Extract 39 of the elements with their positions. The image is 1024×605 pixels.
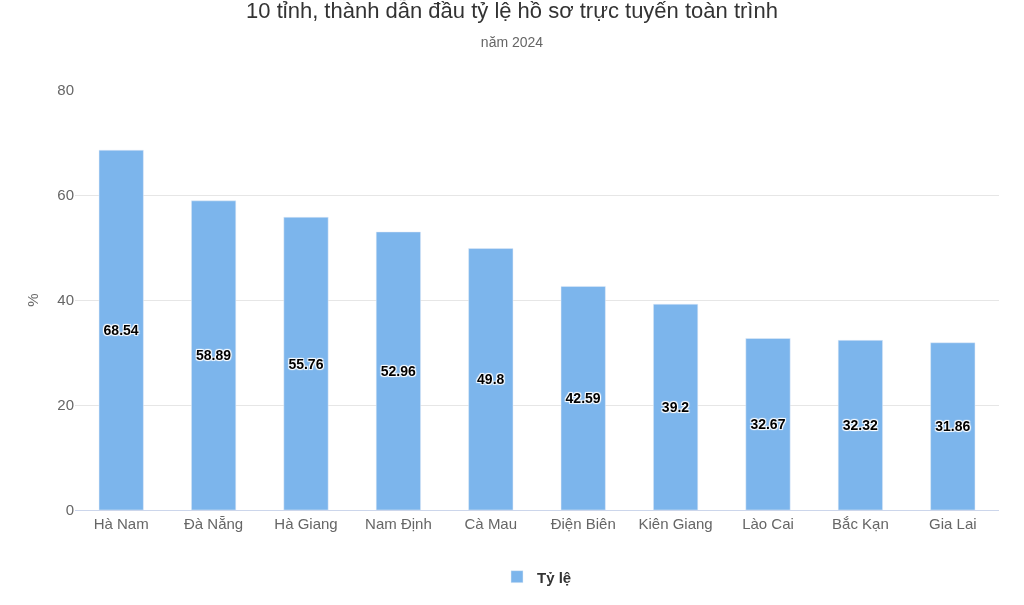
x-tick-label: Bắc Kạn	[832, 515, 889, 532]
y-tick-label: 40	[57, 291, 74, 309]
bar	[468, 248, 514, 510]
x-tick-label: Đà Nẵng	[184, 515, 244, 532]
x-tick-label: Gia Lai	[929, 515, 977, 532]
bar	[283, 217, 329, 510]
x-tick-label: Cà Mau	[464, 515, 518, 532]
bar	[560, 286, 606, 510]
bar	[745, 338, 791, 510]
x-tick-label: Điện Biên	[550, 515, 616, 532]
bar	[375, 231, 421, 510]
y-tick-label: 0	[65, 501, 74, 519]
data-label: 49.8	[477, 371, 505, 388]
x-tick-label: Kiên Giang	[638, 515, 713, 532]
x-tick-label: Lào Cai	[742, 515, 794, 532]
x-tick-label: Hà Nam	[93, 515, 149, 532]
data-label: 32.32	[842, 417, 879, 434]
bar	[98, 149, 144, 510]
bar	[837, 340, 883, 510]
x-tick-label: Nam Định	[365, 515, 432, 532]
legend-label: Tỷ lệ	[537, 568, 572, 586]
y-tick-label: 80	[57, 81, 74, 99]
chart-title: 10 tỉnh, thành dẫn đầu tỷ lệ hồ sơ trực tuyến toàn trình	[246, 0, 778, 24]
y-axis-title: %	[23, 293, 41, 307]
x-tick-label: Hà Giang	[274, 515, 338, 532]
data-label: 32.67	[750, 416, 786, 433]
y-tick-label: 20	[57, 396, 74, 414]
data-label: 52.96	[380, 362, 417, 379]
data-label: 55.76	[288, 355, 324, 372]
bar	[191, 200, 237, 510]
y-tick-label: 60	[57, 186, 74, 204]
data-label: 42.59	[565, 390, 601, 407]
data-label: 58.89	[195, 347, 232, 364]
data-label: 68.54	[103, 322, 139, 339]
chart-subtitle: năm 2024	[480, 33, 544, 50]
data-label: 39.2	[661, 399, 690, 416]
bar	[930, 342, 976, 510]
data-label: 31.86	[935, 418, 971, 435]
bar	[653, 303, 699, 510]
